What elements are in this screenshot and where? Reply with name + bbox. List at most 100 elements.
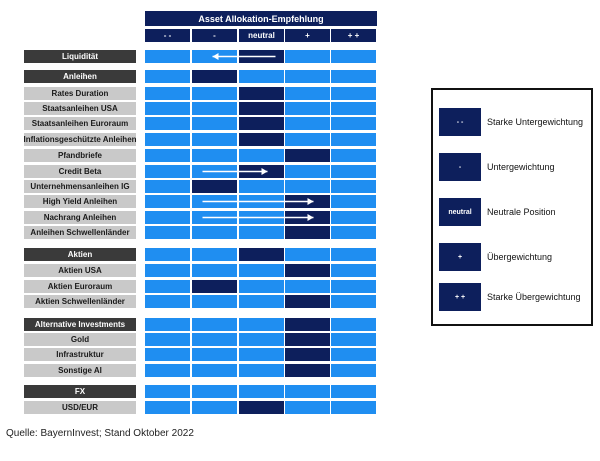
- row-label: Anleihen Schwellenländer: [24, 226, 136, 239]
- matrix-cell: [285, 280, 330, 293]
- matrix-cell: [285, 385, 330, 398]
- row-label: Sonstige AI: [24, 364, 136, 377]
- row-label: Aktien USA: [24, 264, 136, 277]
- matrix-cell: [192, 133, 237, 146]
- row-label: Staatsanleihen Euroraum: [24, 117, 136, 130]
- matrix-cell: [285, 50, 330, 63]
- position-marker: [285, 149, 330, 162]
- row-label: Staatsanleihen USA: [24, 102, 136, 115]
- matrix-cell: [145, 117, 190, 130]
- position-marker: [285, 264, 330, 277]
- matrix-cell: [192, 211, 237, 224]
- position-marker: [239, 165, 284, 178]
- matrix-cell: [145, 333, 190, 346]
- matrix-cell: [145, 195, 190, 208]
- row-label: Nachrang Anleihen: [24, 211, 136, 224]
- legend-item: + + Starke Übergewichtung: [439, 283, 589, 311]
- matrix-cell: [145, 318, 190, 331]
- matrix-cell: [145, 364, 190, 377]
- matrix-cell: [331, 195, 376, 208]
- matrix-cell: [285, 133, 330, 146]
- matrix-cell: [239, 295, 284, 308]
- matrix-cell: [239, 280, 284, 293]
- allocation-matrix: Asset Allokation-Empfehlung - - - neutral +…: [23, 11, 377, 414]
- matrix-cell: [331, 226, 376, 239]
- matrix-cell: [192, 87, 237, 100]
- legend-item: neutral Neutrale Position: [439, 198, 589, 226]
- column-header-2: neutral: [239, 29, 284, 42]
- matrix-cell: [239, 348, 284, 361]
- matrix-cell: [331, 87, 376, 100]
- legend-symbol: -: [439, 153, 481, 181]
- position-marker: [192, 280, 237, 293]
- matrix-cell: [285, 117, 330, 130]
- matrix-cell: [331, 248, 376, 261]
- matrix-cell: [285, 87, 330, 100]
- row-label: Rates Duration: [24, 87, 136, 100]
- matrix-cell: [145, 348, 190, 361]
- column-header-0: - -: [145, 29, 190, 42]
- matrix-cell: [192, 102, 237, 115]
- matrix-cell: [285, 70, 330, 83]
- column-header-3: +: [285, 29, 330, 42]
- matrix-cell: [331, 318, 376, 331]
- legend-box: - - Starke Untergewichtung - Untergewichtun…: [431, 88, 593, 326]
- matrix-cell: [331, 280, 376, 293]
- matrix-cell: [145, 102, 190, 115]
- matrix-cell: [239, 333, 284, 346]
- matrix-cell: [145, 133, 190, 146]
- matrix-cell: [239, 264, 284, 277]
- matrix-cell: [145, 226, 190, 239]
- matrix-cell: [192, 195, 237, 208]
- legend-symbol: +: [439, 243, 481, 271]
- matrix-cell: [239, 226, 284, 239]
- position-marker: [285, 348, 330, 361]
- matrix-cell: [239, 180, 284, 193]
- position-marker: [192, 180, 237, 193]
- matrix-cell: [331, 333, 376, 346]
- matrix-cell: [331, 165, 376, 178]
- position-marker: [239, 50, 284, 63]
- matrix-cell: [192, 226, 237, 239]
- matrix-cell: [145, 165, 190, 178]
- position-marker: [192, 70, 237, 83]
- matrix-cell: [239, 318, 284, 331]
- matrix-cell: [285, 248, 330, 261]
- matrix-cell: [145, 385, 190, 398]
- matrix-cell: [145, 401, 190, 414]
- row-label: Inflationsgeschützte Anleihen: [23, 133, 137, 146]
- legend-label: Untergewichtung: [487, 162, 555, 172]
- matrix-cell: [145, 295, 190, 308]
- matrix-cell: [331, 133, 376, 146]
- matrix-cell: [192, 401, 237, 414]
- matrix-cell: [331, 348, 376, 361]
- position-marker: [239, 133, 284, 146]
- matrix-cell: [239, 195, 284, 208]
- matrix-cell: [192, 295, 237, 308]
- row-label: FX: [24, 385, 136, 398]
- position-marker: [239, 117, 284, 130]
- row-label: High Yield Anleihen: [24, 195, 136, 208]
- row-label: Alternative Investments: [24, 318, 136, 331]
- matrix-cell: [239, 149, 284, 162]
- legend-label: Starke Untergewichtung: [487, 117, 584, 127]
- position-marker: [285, 364, 330, 377]
- row-label: Aktien Schwellenländer: [24, 295, 136, 308]
- matrix-cell: [145, 70, 190, 83]
- column-header-4: + +: [331, 29, 376, 42]
- matrix-cell: [192, 165, 237, 178]
- matrix-cell: [331, 385, 376, 398]
- matrix-cell: [192, 364, 237, 377]
- legend-label: Übergewichtung: [487, 252, 553, 262]
- legend-item: - - Starke Untergewichtung: [439, 108, 589, 136]
- matrix-cell: [145, 280, 190, 293]
- position-marker: [239, 401, 284, 414]
- matrix-cell: [145, 87, 190, 100]
- matrix-cell: [331, 295, 376, 308]
- matrix-cell: [192, 50, 237, 63]
- source-note: Quelle: BayernInvest; Stand Oktober 2022: [6, 428, 194, 439]
- matrix-cell: [285, 165, 330, 178]
- legend-symbol: neutral: [439, 198, 481, 226]
- matrix-cell: [192, 385, 237, 398]
- matrix-cell: [331, 50, 376, 63]
